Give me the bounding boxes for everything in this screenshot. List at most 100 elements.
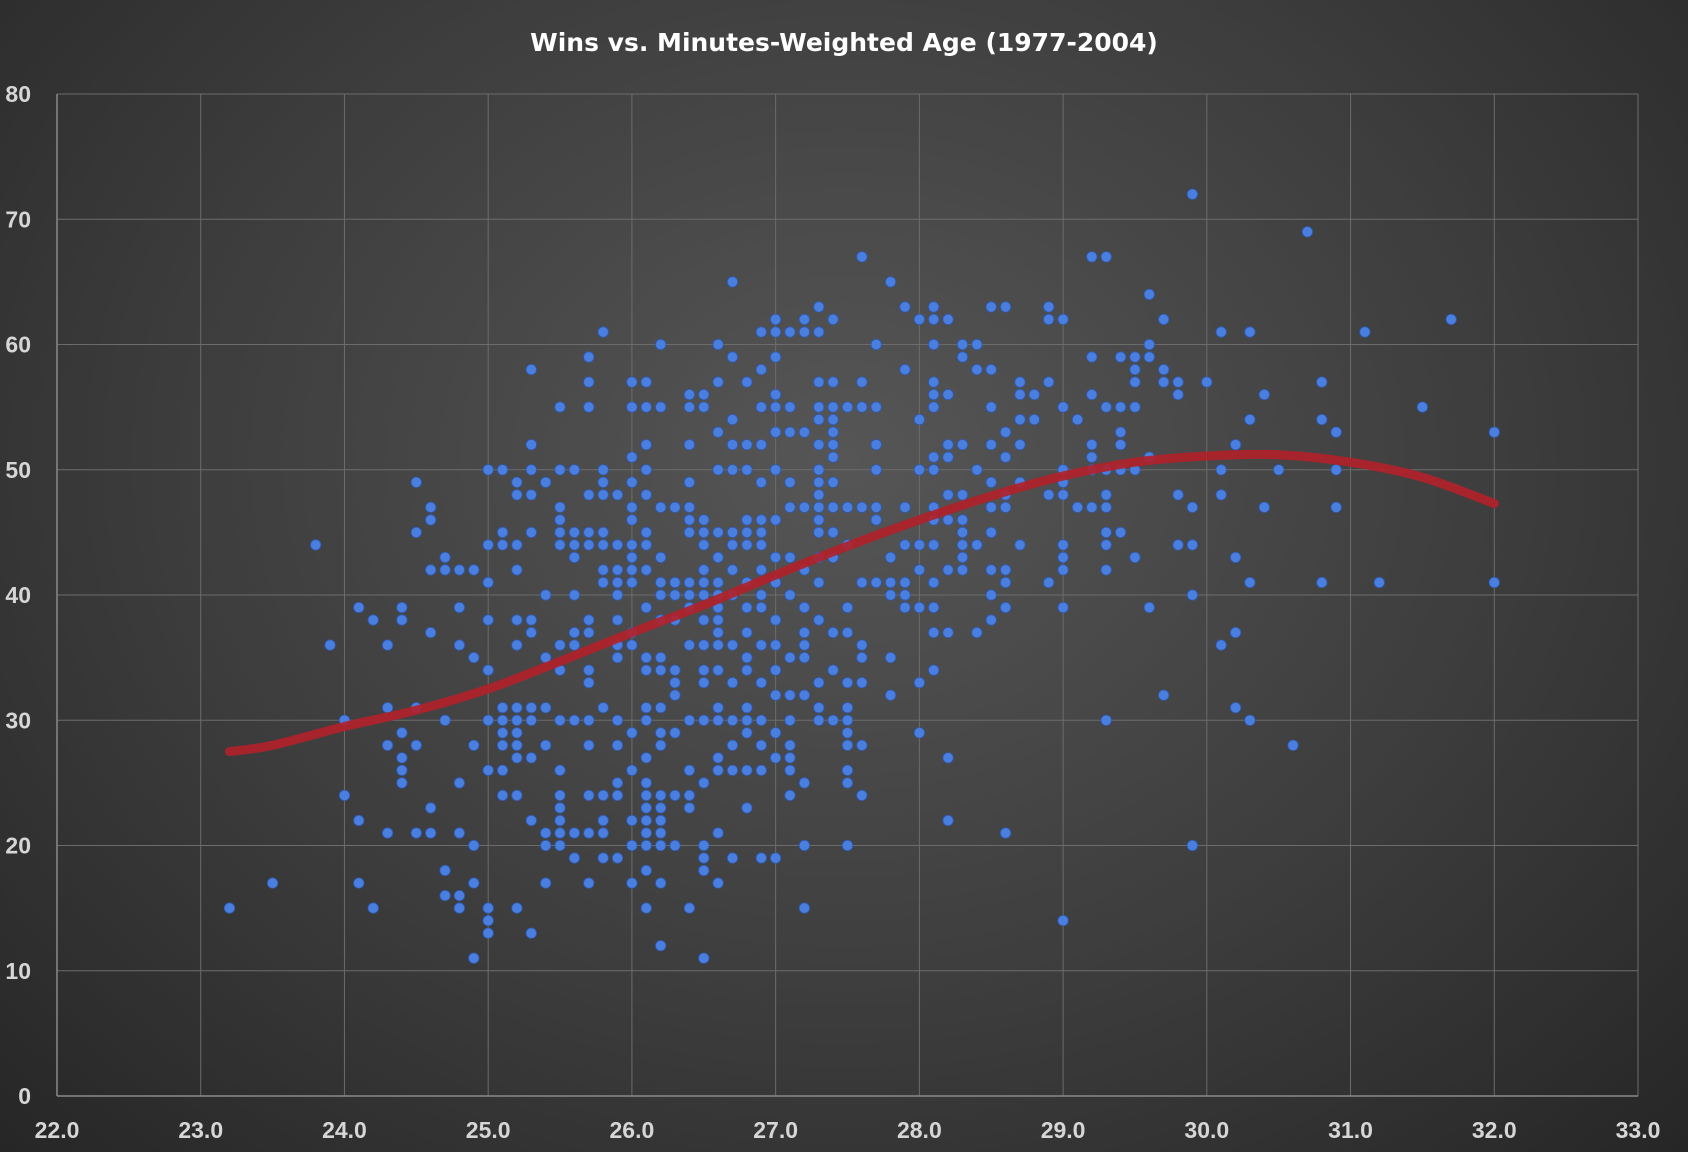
- data-point: [453, 889, 465, 902]
- data-point: [655, 338, 667, 351]
- data-point: [726, 852, 739, 864]
- data-point: [856, 501, 868, 513]
- data-point: [540, 702, 552, 714]
- x-tick-label: 28.0: [897, 1117, 942, 1143]
- data-point: [640, 401, 652, 413]
- data-point: [381, 639, 394, 651]
- x-tick-label: 32.0: [1472, 1117, 1517, 1143]
- data-point: [425, 827, 437, 839]
- data-point: [769, 852, 782, 864]
- data-point: [1230, 551, 1242, 564]
- data-point: [798, 501, 811, 513]
- data-point: [755, 514, 767, 526]
- data-point: [496, 539, 509, 551]
- data-point: [583, 877, 595, 889]
- data-point: [611, 651, 624, 664]
- data-point: [985, 363, 997, 376]
- data-point: [683, 476, 696, 488]
- data-point: [1115, 401, 1127, 413]
- data-point: [813, 576, 825, 589]
- data-point: [1258, 388, 1270, 401]
- data-point: [482, 664, 494, 676]
- data-point: [942, 814, 954, 827]
- data-point: [597, 489, 609, 501]
- data-point: [999, 601, 1012, 614]
- data-point: [583, 539, 595, 551]
- data-point: [554, 401, 566, 413]
- data-point: [956, 489, 969, 501]
- data-point: [611, 489, 624, 501]
- data-point: [1086, 251, 1098, 263]
- data-point: [1014, 439, 1026, 451]
- data-point: [568, 589, 581, 601]
- data-point: [583, 351, 595, 363]
- data-point: [554, 501, 566, 513]
- data-point: [827, 401, 839, 413]
- data-point: [683, 802, 696, 814]
- data-point: [1100, 714, 1112, 726]
- data-point: [1043, 576, 1055, 589]
- data-point: [712, 376, 724, 388]
- data-point: [1172, 539, 1184, 551]
- data-point: [410, 827, 422, 839]
- data-point: [798, 839, 811, 852]
- data-point: [1143, 351, 1155, 363]
- data-point: [525, 752, 537, 764]
- data-point: [942, 752, 954, 764]
- data-point: [640, 702, 652, 714]
- data-point: [928, 626, 940, 639]
- data-point: [1158, 689, 1170, 701]
- data-point: [698, 514, 710, 526]
- data-point: [583, 401, 595, 413]
- data-point: [381, 827, 394, 839]
- data-point: [554, 802, 566, 814]
- data-point: [698, 589, 710, 601]
- data-point: [554, 814, 566, 827]
- data-point: [568, 526, 581, 539]
- chart-title: Wins vs. Minutes-Weighted Age (1977-2004…: [530, 28, 1158, 57]
- data-point: [583, 789, 595, 802]
- data-point: [468, 651, 480, 664]
- data-point: [626, 576, 638, 589]
- data-point: [813, 376, 825, 388]
- data-point: [798, 639, 811, 651]
- data-point: [913, 727, 926, 739]
- data-point: [626, 476, 638, 488]
- data-point: [798, 777, 811, 789]
- data-point: [928, 601, 940, 614]
- data-point: [1244, 714, 1256, 726]
- y-tick-label: 30: [5, 707, 31, 733]
- data-point: [712, 702, 724, 714]
- data-point: [525, 927, 537, 939]
- data-point: [899, 576, 911, 589]
- data-point: [338, 789, 351, 802]
- data-point: [540, 739, 552, 751]
- data-point: [568, 852, 581, 864]
- data-point: [367, 902, 379, 914]
- data-point: [856, 401, 868, 413]
- data-point: [841, 739, 854, 751]
- data-point: [439, 714, 451, 726]
- data-point: [597, 539, 609, 551]
- data-point: [798, 689, 811, 701]
- data-point: [597, 464, 609, 476]
- data-point: [755, 639, 767, 651]
- data-point: [640, 526, 652, 539]
- data-point: [741, 764, 753, 776]
- data-point: [769, 752, 782, 764]
- data-point: [698, 677, 710, 689]
- data-point: [1100, 526, 1112, 539]
- data-point: [813, 413, 825, 426]
- data-point: [942, 388, 954, 401]
- data-point: [353, 877, 365, 889]
- data-point: [798, 651, 811, 664]
- data-point: [655, 814, 667, 827]
- data-point: [683, 714, 696, 726]
- data-point: [611, 714, 624, 726]
- data-point: [683, 589, 696, 601]
- data-point: [999, 426, 1012, 438]
- data-point: [985, 526, 997, 539]
- data-point: [827, 451, 839, 463]
- data-point: [1445, 313, 1457, 325]
- data-point: [726, 677, 739, 689]
